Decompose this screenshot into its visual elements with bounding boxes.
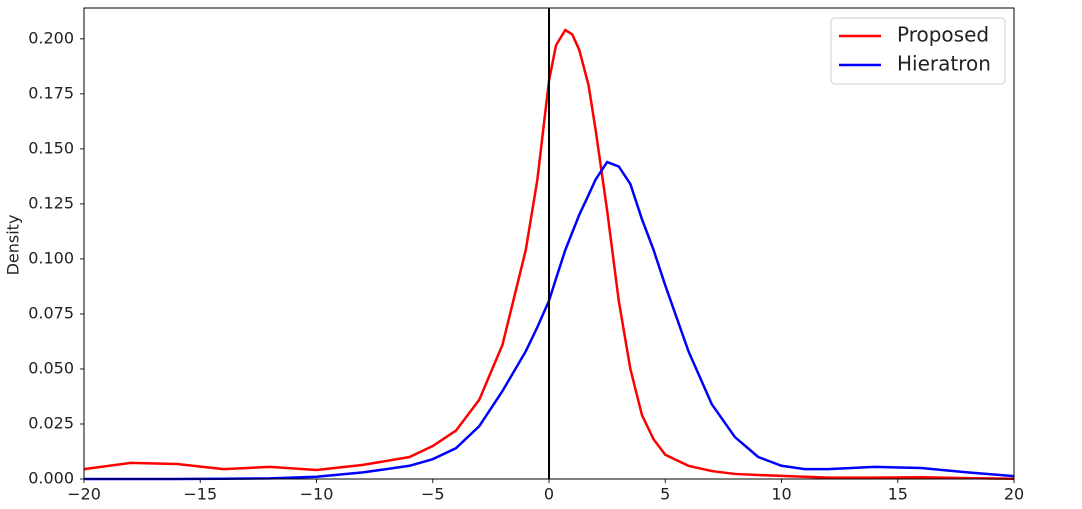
y-tick-label: 0.000: [28, 469, 74, 488]
legend-label: Proposed: [897, 23, 989, 47]
y-tick-label: 0.025: [28, 413, 74, 432]
x-tick-label: −20: [67, 485, 101, 504]
y-tick-label: 0.075: [28, 303, 74, 322]
x-tick-label: −15: [183, 485, 217, 504]
x-tick-label: 5: [660, 485, 670, 504]
x-tick-label: 15: [888, 485, 908, 504]
x-tick-label: 20: [1004, 485, 1024, 504]
plot-frame: [83, 7, 1015, 480]
x-tick-label: −10: [300, 485, 334, 504]
x-tick-label: −5: [421, 485, 445, 504]
y-axis-label: Density: [4, 215, 23, 276]
y-tick-label: 0.050: [28, 358, 74, 377]
y-tick-label: 0.200: [28, 28, 74, 47]
x-tick-label: 0: [544, 485, 554, 504]
line-series: [84, 160, 1015, 481]
x-tick-label: 10: [771, 485, 791, 504]
y-tick-label: 0.150: [28, 138, 74, 157]
y-tick-label: 0.100: [28, 248, 74, 267]
legend-label: Hieratron: [897, 52, 991, 76]
y-tick-label: 0.125: [28, 193, 74, 212]
legend: Proposed Hieratron: [830, 17, 1006, 85]
line-series: [83, 28, 1015, 481]
y-tick-label: 0.175: [28, 83, 74, 102]
legend-box: [830, 17, 1006, 85]
